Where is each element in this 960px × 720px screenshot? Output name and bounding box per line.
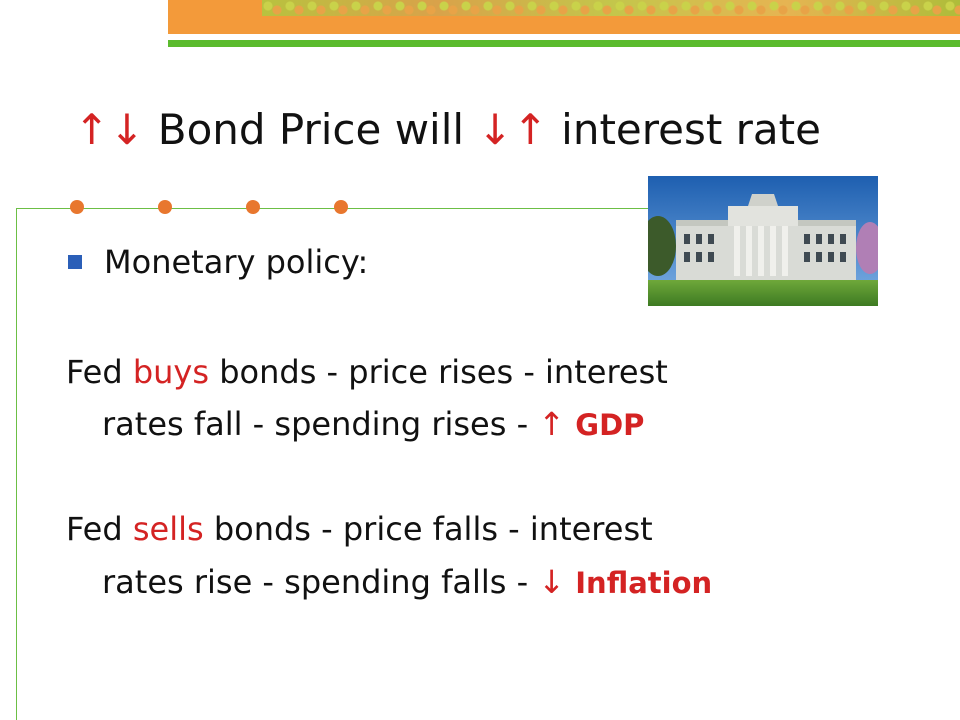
para1-arrow-up: ↑ [538, 405, 566, 443]
para1-outcome-gdp: GDP [575, 408, 645, 442]
guide-line-vertical [16, 208, 17, 720]
para1-line2-text: rates fall - spending rises - [102, 405, 539, 443]
para1-pre: Fed [66, 353, 133, 391]
title-text-2: interest rate [561, 105, 821, 154]
top-banner-texture [262, 0, 960, 16]
para2-arrow-down: ↓ [538, 563, 566, 601]
decor-dot [70, 200, 84, 214]
para2-outcome-inflation: Inflation [575, 566, 713, 600]
para1-highlight-buys: buys [132, 353, 210, 391]
para2-line2-text: rates rise - spending falls - [102, 563, 539, 601]
slide-title: ↑↓ Bond Price will ↓↑ interest rate [74, 102, 894, 158]
title-text-1: Bond Price will [157, 105, 465, 154]
para1-post: bonds - price rises - interest [209, 353, 668, 391]
decor-dot [158, 200, 172, 214]
decor-dot [334, 200, 348, 214]
para2-highlight-sells: sells [132, 510, 204, 548]
title-arrows-left: ↑↓ [74, 105, 145, 154]
para1-line2: rates fall - spending rises - ↑ GDP [102, 402, 644, 447]
para2-post: bonds - price falls - interest [203, 510, 653, 548]
para2-pre: Fed [66, 510, 133, 548]
bullet-monetary-policy: Monetary policy: [104, 240, 368, 284]
bullet-text: Monetary policy: [104, 243, 369, 281]
para2-line1: Fed sells bonds - price falls - interest [66, 507, 653, 551]
title-arrows-mid: ↓↑ [477, 105, 548, 154]
top-banner-green-stripe [168, 40, 960, 47]
bullet-square-icon [68, 255, 82, 269]
federal-reserve-building-photo [648, 176, 878, 306]
decor-dot [246, 200, 260, 214]
para2-line2: rates rise - spending falls - ↓ Inflatio… [102, 560, 712, 605]
para1-line1: Fed buys bonds - price rises - interest [66, 350, 668, 394]
